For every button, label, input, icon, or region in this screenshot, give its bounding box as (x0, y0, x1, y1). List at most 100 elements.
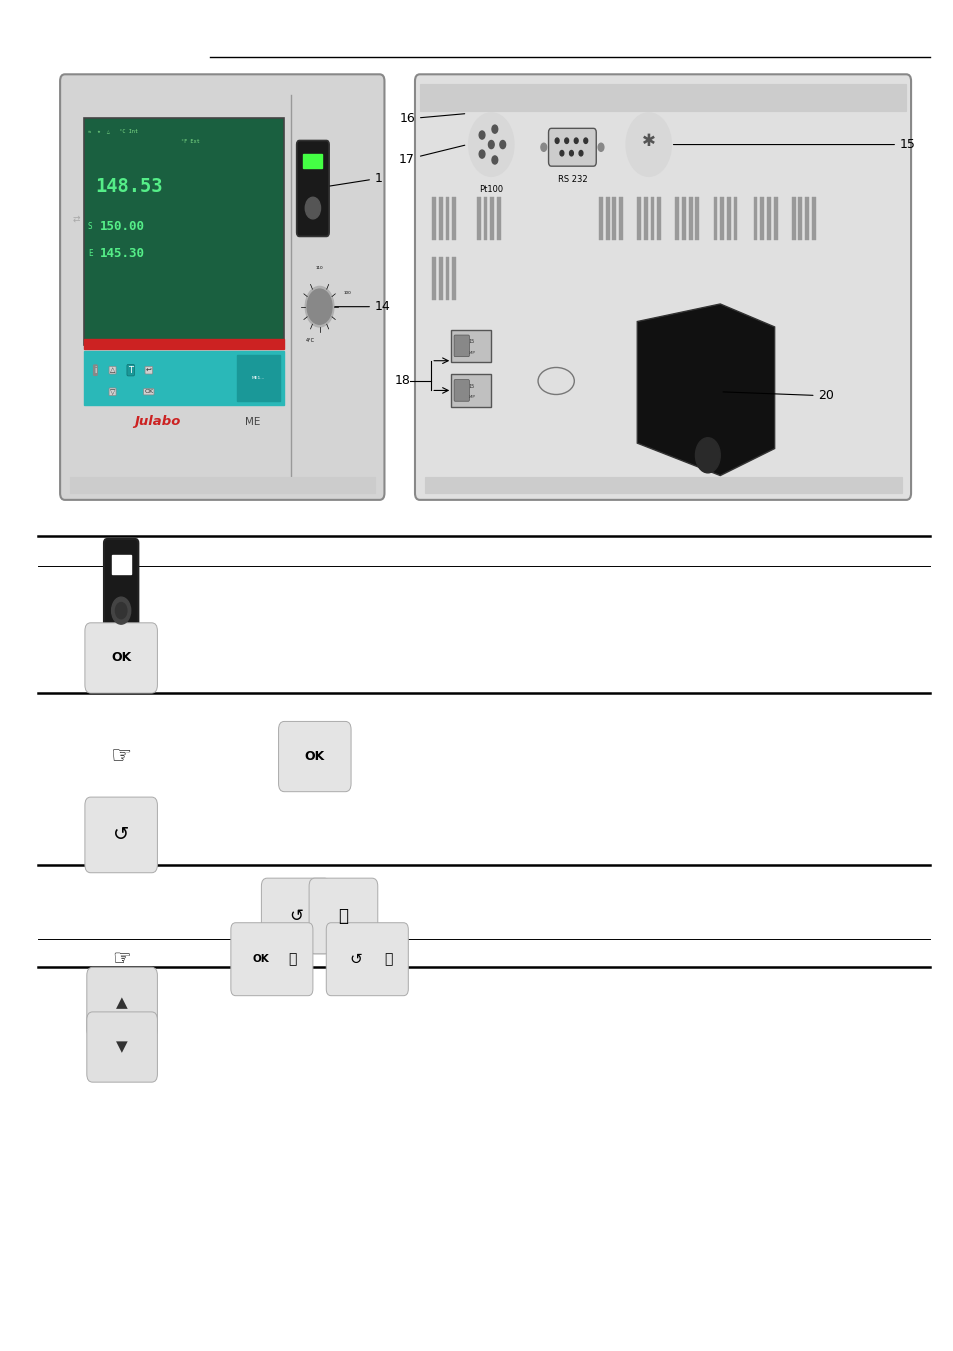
Text: RS 232: RS 232 (557, 176, 587, 184)
Bar (84, 118, 284, 345)
Text: AMP: AMP (466, 351, 476, 354)
Bar (643, 197, 647, 240)
Bar (432, 197, 436, 240)
Circle shape (305, 286, 334, 327)
Circle shape (469, 113, 513, 176)
Circle shape (478, 150, 484, 158)
Text: 20: 20 (722, 389, 834, 403)
Bar (438, 257, 442, 300)
FancyBboxPatch shape (326, 923, 408, 996)
FancyBboxPatch shape (85, 797, 157, 873)
Bar (791, 197, 795, 240)
Bar (798, 197, 801, 240)
Circle shape (488, 141, 494, 149)
Bar (84, 339, 284, 349)
Text: ↺: ↺ (112, 825, 130, 844)
Text: ▲: ▲ (116, 994, 128, 1011)
Bar (445, 257, 449, 300)
Bar (438, 197, 442, 240)
Text: 🕐: 🕐 (289, 952, 296, 966)
Text: ▼: ▼ (116, 1039, 128, 1055)
Circle shape (598, 143, 603, 151)
Bar (657, 197, 660, 240)
Text: ME1...: ME1... (252, 377, 265, 380)
Text: E: E (88, 250, 92, 258)
Bar (675, 197, 679, 240)
Text: 4°C: 4°C (305, 338, 314, 343)
FancyBboxPatch shape (296, 141, 329, 236)
Circle shape (559, 150, 563, 155)
Text: S: S (88, 223, 92, 231)
Text: 145.30: 145.30 (100, 247, 145, 261)
Text: OK: OK (304, 750, 325, 763)
Text: 15: 15 (468, 339, 474, 345)
Text: OK: OK (111, 651, 132, 665)
FancyBboxPatch shape (454, 335, 469, 357)
Bar (726, 197, 730, 240)
Circle shape (492, 126, 497, 134)
Bar (452, 257, 456, 300)
Bar (804, 197, 808, 240)
Circle shape (307, 289, 332, 324)
Bar (419, 84, 905, 111)
Text: △: △ (110, 367, 115, 373)
Circle shape (695, 438, 720, 473)
Bar (84, 351, 284, 405)
Text: ☞: ☞ (112, 950, 131, 969)
Text: ⇄: ⇄ (72, 215, 80, 223)
Text: ✱: ✱ (641, 131, 655, 150)
Text: 150.00: 150.00 (100, 220, 145, 234)
Bar (490, 197, 494, 240)
FancyBboxPatch shape (231, 923, 313, 996)
Bar (424, 477, 901, 493)
Bar (432, 257, 436, 300)
Text: ↩: ↩ (146, 367, 152, 373)
Text: 1: 1 (330, 172, 382, 186)
Circle shape (564, 138, 568, 143)
Bar (598, 197, 602, 240)
Text: i: i (94, 366, 96, 374)
Bar (452, 197, 456, 240)
Text: 🕐: 🕐 (384, 952, 392, 966)
Bar (112, 555, 131, 574)
Text: 18: 18 (394, 374, 410, 388)
Bar (713, 197, 717, 240)
Bar (303, 154, 322, 168)
Bar (618, 197, 622, 240)
Text: ☞: ☞ (111, 744, 132, 769)
Circle shape (574, 138, 578, 143)
Bar (760, 197, 763, 240)
Circle shape (626, 113, 670, 176)
FancyBboxPatch shape (87, 1012, 157, 1082)
Text: 16: 16 (398, 112, 464, 126)
Text: ≈  ★  △   °C Int: ≈ ★ △ °C Int (88, 128, 137, 134)
Text: Pt100: Pt100 (478, 185, 503, 193)
Polygon shape (637, 304, 774, 476)
Circle shape (569, 150, 573, 155)
FancyBboxPatch shape (415, 74, 910, 500)
Text: OK: OK (252, 954, 269, 965)
Bar (476, 197, 480, 240)
FancyBboxPatch shape (85, 623, 157, 693)
FancyBboxPatch shape (454, 380, 469, 401)
Text: T: T (128, 366, 133, 374)
FancyBboxPatch shape (104, 539, 138, 646)
Ellipse shape (537, 367, 574, 394)
Circle shape (492, 155, 497, 163)
Text: AMP: AMP (466, 396, 476, 399)
Bar (483, 197, 487, 240)
Text: Julabo: Julabo (134, 415, 180, 428)
Bar (236, 355, 280, 401)
Bar (688, 197, 692, 240)
Text: 🕐: 🕐 (338, 907, 348, 925)
Circle shape (112, 597, 131, 624)
Text: 15: 15 (468, 384, 474, 389)
FancyBboxPatch shape (261, 878, 330, 954)
Text: ▽: ▽ (110, 389, 115, 394)
Bar (612, 197, 616, 240)
Text: 14: 14 (335, 300, 391, 313)
Bar (733, 197, 737, 240)
Circle shape (499, 141, 505, 149)
FancyBboxPatch shape (309, 878, 377, 954)
Bar (811, 197, 815, 240)
